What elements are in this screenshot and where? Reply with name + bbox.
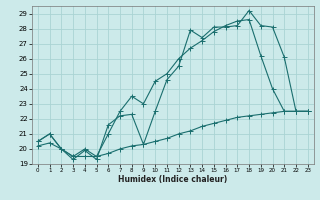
X-axis label: Humidex (Indice chaleur): Humidex (Indice chaleur) [118, 175, 228, 184]
